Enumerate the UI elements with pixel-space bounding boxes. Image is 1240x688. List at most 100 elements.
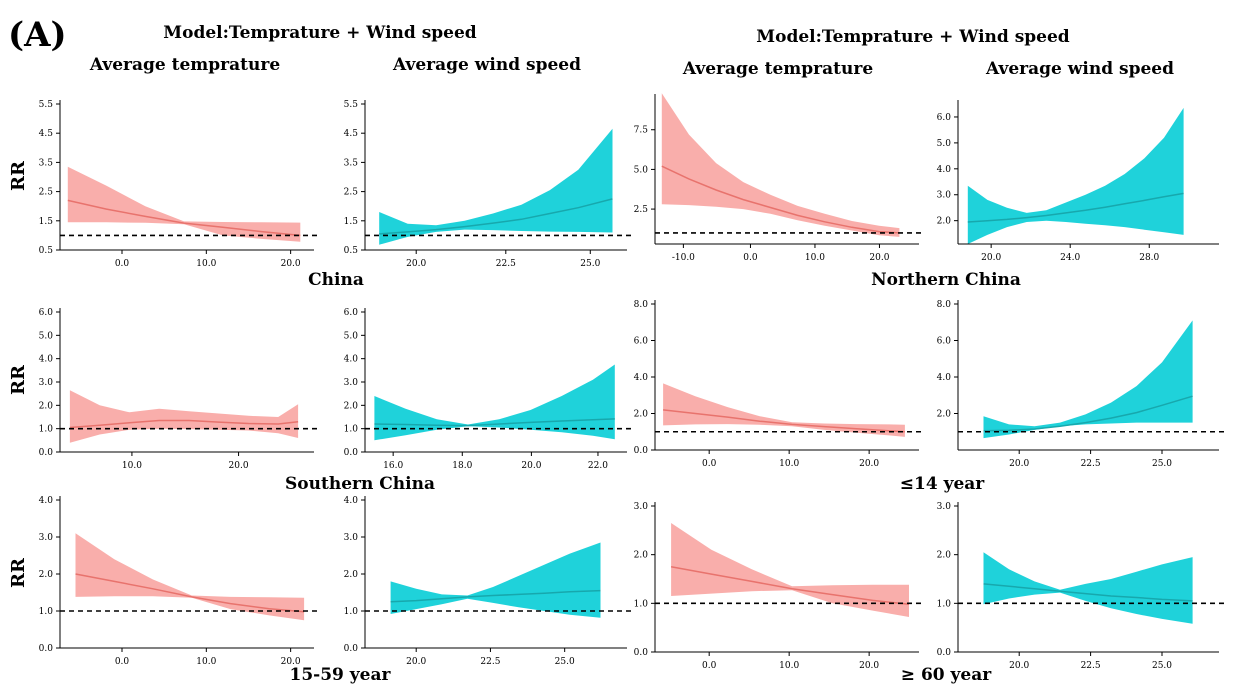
panel-7: 0.0 2.0 4.0 6.0 8.0 0.0 10.0 20.0: [634, 300, 925, 469]
ci-band: [983, 552, 1193, 624]
x-tick-label: 16.0: [383, 461, 403, 471]
x-tick-label: 25.0: [580, 259, 600, 269]
y-tick-label: 0.5: [344, 246, 359, 256]
panel-11: 0.0 1.0 2.0 3.0 0.0 10.0 20.0: [634, 502, 925, 671]
ci-band: [390, 542, 601, 618]
y-tick-label: 4.0: [634, 373, 649, 383]
model-title-right: Model:Temprature + Wind speed: [756, 27, 1070, 47]
x-tick-label: 10.0: [805, 253, 825, 263]
y-tick-label: 4.0: [344, 355, 359, 365]
rr-curve: [967, 192, 1184, 223]
x-tick-label: 0.0: [702, 459, 717, 469]
y-tick-label: 5.0: [39, 331, 54, 341]
y-tick-label: 1.0: [937, 599, 952, 609]
x-tick-label: 10.0: [779, 661, 799, 671]
y-tick-label: 2.0: [937, 217, 952, 227]
y-tick-label: 2.0: [39, 570, 54, 580]
y-tick-label: 5.0: [634, 165, 649, 175]
group-label-under-14: ≤14 year: [900, 474, 986, 494]
y-tick-label: 3.0: [937, 191, 952, 201]
panel-6: 0.0 1.0 2.0 3.0 4.0 5.0 6.0 16.0 18.0 20.0 22.0: [344, 308, 633, 471]
y-tick-label: 3.0: [634, 502, 649, 512]
y-tick-label: 2.5: [344, 188, 359, 198]
x-tick-label: 25.0: [555, 657, 575, 667]
panel-label: (A): [8, 15, 67, 55]
panel-2: 0.5 1.5 2.5 3.5 4.5 5.5 20.0 22.5 25.0: [344, 100, 633, 269]
group-label-china: China: [308, 270, 364, 290]
y-tick-label: 4.0: [39, 355, 54, 365]
rr-curve: [670, 566, 910, 606]
panel-9: 0.0 1.0 2.0 3.0 4.0 0.0 10.0 20.0: [39, 496, 320, 667]
col-title-3: Average temprature: [682, 59, 873, 79]
y-tick-label: 3.0: [344, 378, 359, 388]
y-tick-label: 1.0: [634, 599, 649, 609]
y-tick-label: 2.0: [634, 551, 649, 561]
x-tick-label: 10.0: [779, 459, 799, 469]
y-axis-label-row-1: RR: [8, 160, 29, 191]
x-tick-label: 0.0: [115, 259, 130, 269]
y-tick-label: 7.5: [634, 126, 649, 136]
y-tick-label: 0.5: [39, 246, 54, 256]
y-tick-label: 0.0: [634, 648, 649, 658]
y-tick-label: 0.0: [39, 644, 54, 654]
col-title-2: Average wind speed: [392, 55, 581, 75]
y-tick-label: 2.5: [39, 188, 54, 198]
x-tick-label: 10.0: [196, 657, 216, 667]
group-label-northern-china: Northern China: [871, 270, 1021, 290]
panel-grid: 0.5 1.5 2.5 3.5 4.5 5.5 0.0 10.0 20.0 0.5 1.5 2.5 3.…: [39, 93, 1225, 671]
y-tick-label: 5.5: [39, 100, 54, 110]
x-tick-label: 22.5: [480, 657, 500, 667]
x-tick-label: 28.0: [1139, 253, 1159, 263]
panel-1: 0.5 1.5 2.5 3.5 4.5 5.5 0.0 10.0 20.0: [39, 100, 320, 269]
y-tick-label: 0.0: [344, 448, 359, 458]
y-tick-label: 8.0: [937, 300, 952, 310]
ci-band: [379, 128, 613, 245]
x-tick-label: 18.0: [452, 461, 472, 471]
panel-10: 0.0 1.0 2.0 3.0 4.0 20.0 22.5 25.0: [344, 496, 633, 667]
x-tick-label: 20.0: [229, 461, 249, 471]
x-tick-label: 22.5: [1081, 661, 1101, 671]
y-tick-label: 4.0: [344, 496, 359, 506]
rr-curve: [983, 395, 1193, 432]
col-title-4: Average wind speed: [985, 59, 1174, 79]
x-tick-label: 10.0: [122, 461, 142, 471]
x-tick-label: 20.0: [281, 657, 301, 667]
x-tick-label: 20.0: [521, 461, 541, 471]
y-tick-label: 3.0: [39, 533, 54, 543]
group-label-15-59: 15-59 year: [290, 665, 392, 685]
group-label-southern-china: Southern China: [285, 474, 435, 494]
y-tick-label: 2.0: [39, 401, 54, 411]
rr-curve: [67, 199, 301, 237]
ci-band: [671, 523, 909, 617]
y-tick-label: 4.5: [39, 129, 54, 139]
ci-band: [663, 383, 905, 437]
y-tick-label: 6.0: [39, 308, 54, 318]
y-tick-label: 4.0: [937, 373, 952, 383]
y-tick-label: 2.5: [634, 205, 649, 215]
y-tick-label: 1.5: [344, 217, 359, 227]
panel-5: 0.0 1.0 2.0 3.0 4.0 5.0 6.0 10.0 20.0: [39, 308, 320, 471]
x-tick-label: 20.0: [1009, 661, 1029, 671]
y-tick-label: 4.0: [39, 496, 54, 506]
y-tick-label: 1.0: [344, 425, 359, 435]
x-tick-label: 20.0: [406, 657, 426, 667]
y-tick-label: 4.5: [344, 129, 359, 139]
rr-curve: [390, 589, 601, 603]
x-tick-label: 20.0: [981, 253, 1001, 263]
rr-curve: [983, 583, 1193, 602]
y-tick-label: 2.0: [344, 570, 359, 580]
y-tick-label: 5.0: [937, 139, 952, 149]
y-tick-label: 3.0: [937, 502, 952, 512]
ci-band: [69, 390, 299, 443]
ci-band: [967, 107, 1184, 245]
x-tick-label: 20.0: [869, 253, 889, 263]
x-tick-label: 24.0: [1060, 253, 1080, 263]
x-tick-label: 20.0: [406, 259, 426, 269]
y-tick-label: 1.5: [39, 217, 54, 227]
x-tick-label: 20.0: [859, 459, 879, 469]
rr-curve: [661, 165, 900, 234]
x-tick-label: -10.0: [672, 253, 695, 263]
rr-curve: [379, 198, 613, 235]
y-tick-label: 6.0: [344, 308, 359, 318]
